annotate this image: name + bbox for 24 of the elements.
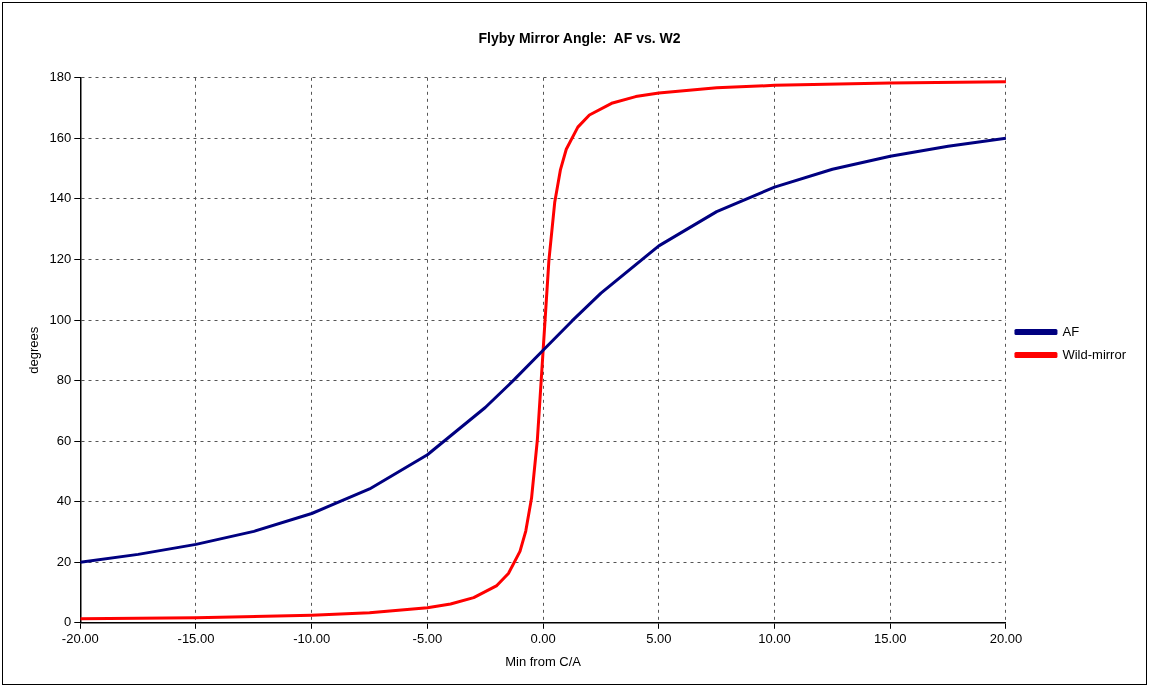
legend-label: Wild-mirror bbox=[1062, 346, 1127, 362]
legend-label: AF bbox=[1062, 323, 1080, 339]
x-tick-label: -20.00 bbox=[61, 631, 99, 647]
y-tick-label: 20 bbox=[56, 553, 72, 569]
x-tick-label: 10.00 bbox=[758, 631, 791, 647]
x-tick-label: -15.00 bbox=[177, 631, 215, 647]
x-tick-label: 20.00 bbox=[989, 631, 1023, 647]
x-tick-label: 15.00 bbox=[873, 631, 907, 647]
x-tick-label: -5.00 bbox=[412, 631, 443, 647]
x-tick-label: 5.00 bbox=[646, 631, 672, 647]
y-tick-label: 160 bbox=[49, 129, 72, 145]
y-tick-label: 80 bbox=[56, 372, 72, 388]
chart-title: Flyby Mirror Angle: AF vs. W2 bbox=[478, 30, 681, 47]
x-tick-label: 0.00 bbox=[530, 631, 556, 647]
y-axis-title: degrees bbox=[26, 326, 42, 374]
x-axis-title: Min from C/A bbox=[505, 653, 582, 669]
y-tick-label: 100 bbox=[49, 311, 72, 327]
y-tick-label: 120 bbox=[49, 251, 72, 267]
y-tick-label: 140 bbox=[49, 190, 72, 206]
y-tick-label: 0 bbox=[64, 614, 72, 630]
y-tick-label: 40 bbox=[56, 493, 72, 509]
x-tick-label: -10.00 bbox=[293, 631, 331, 647]
y-tick-label: 60 bbox=[56, 432, 72, 448]
y-tick-label: 180 bbox=[49, 69, 72, 85]
